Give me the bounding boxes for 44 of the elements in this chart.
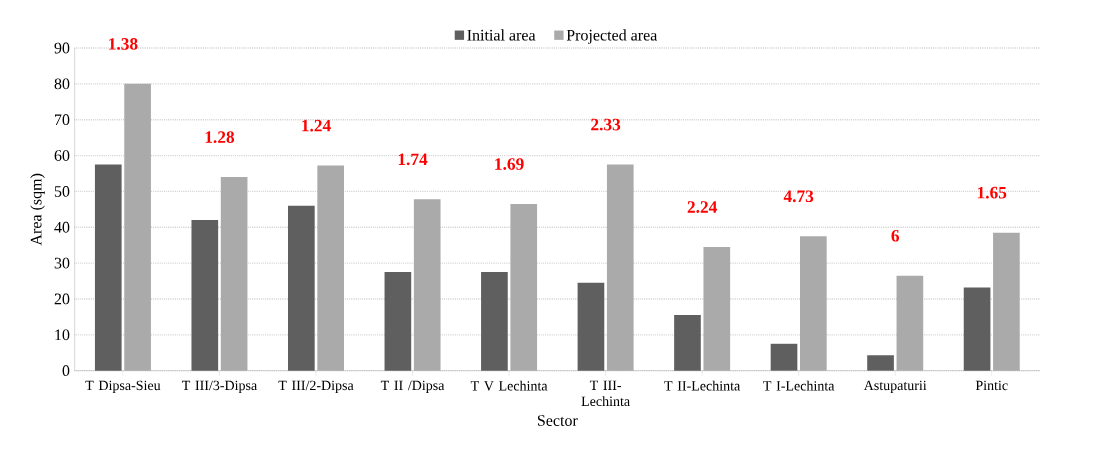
annotation: 1.24: [302, 119, 331, 132]
annotation: 4.73: [783, 190, 814, 203]
annotation: 1.28: [205, 131, 235, 144]
annotation: 1.38: [109, 38, 138, 50]
bar: [481, 272, 508, 371]
y-tick-label: 0: [62, 365, 70, 377]
y-tick-label: 50: [54, 186, 70, 197]
x-axis-title: Sector: [537, 415, 578, 426]
annotation: 2.24: [687, 201, 717, 213]
x-tick-label: T III-Lechinta: [581, 380, 630, 407]
x-tick-label: T Dipsa-Sieu: [85, 380, 161, 393]
annotation: 2.33: [591, 118, 621, 131]
annotation: 1.69: [495, 158, 524, 170]
legend-label: Projected area: [566, 29, 658, 44]
y-tick-label: 10: [55, 329, 70, 341]
y-tick-label: 20: [54, 293, 70, 305]
bar: [963, 287, 991, 371]
y-tick-label: 80: [54, 78, 70, 90]
y-tick-label: 30: [54, 257, 70, 269]
y-axis-title: Area (sqm): [30, 173, 45, 246]
bar: [384, 272, 412, 371]
bar: [191, 220, 219, 371]
bar: [674, 315, 701, 371]
bar: [867, 355, 894, 371]
y-tick-label: 60: [54, 150, 70, 161]
x-tick-label: T III/2-Dipsa: [278, 380, 354, 393]
bar: [577, 282, 605, 371]
x-tick-label: T II-Lechinta: [664, 380, 741, 391]
annotation: 1.65: [977, 186, 1007, 199]
y-tick-label: 40: [54, 221, 70, 233]
bar: [94, 164, 122, 371]
annotation: 1.74: [398, 153, 428, 166]
y-tick-label: 70: [55, 114, 70, 126]
annotation: 6: [891, 229, 900, 242]
legend-label: Initial area: [467, 29, 536, 41]
x-tick-label: Astupaturii: [863, 380, 927, 393]
x-tick-label: T I-Lechinta: [763, 380, 835, 391]
bar: [770, 343, 798, 371]
y-tick-label: 90: [54, 42, 70, 54]
x-tick-label: T V Lechinta: [470, 380, 548, 391]
x-tick-label: T II /Dipsa: [380, 380, 445, 393]
x-tick-label: Pintic: [975, 380, 1008, 391]
x-tick-label: T III/3-Dipsa: [182, 380, 257, 393]
bar: [288, 205, 315, 371]
